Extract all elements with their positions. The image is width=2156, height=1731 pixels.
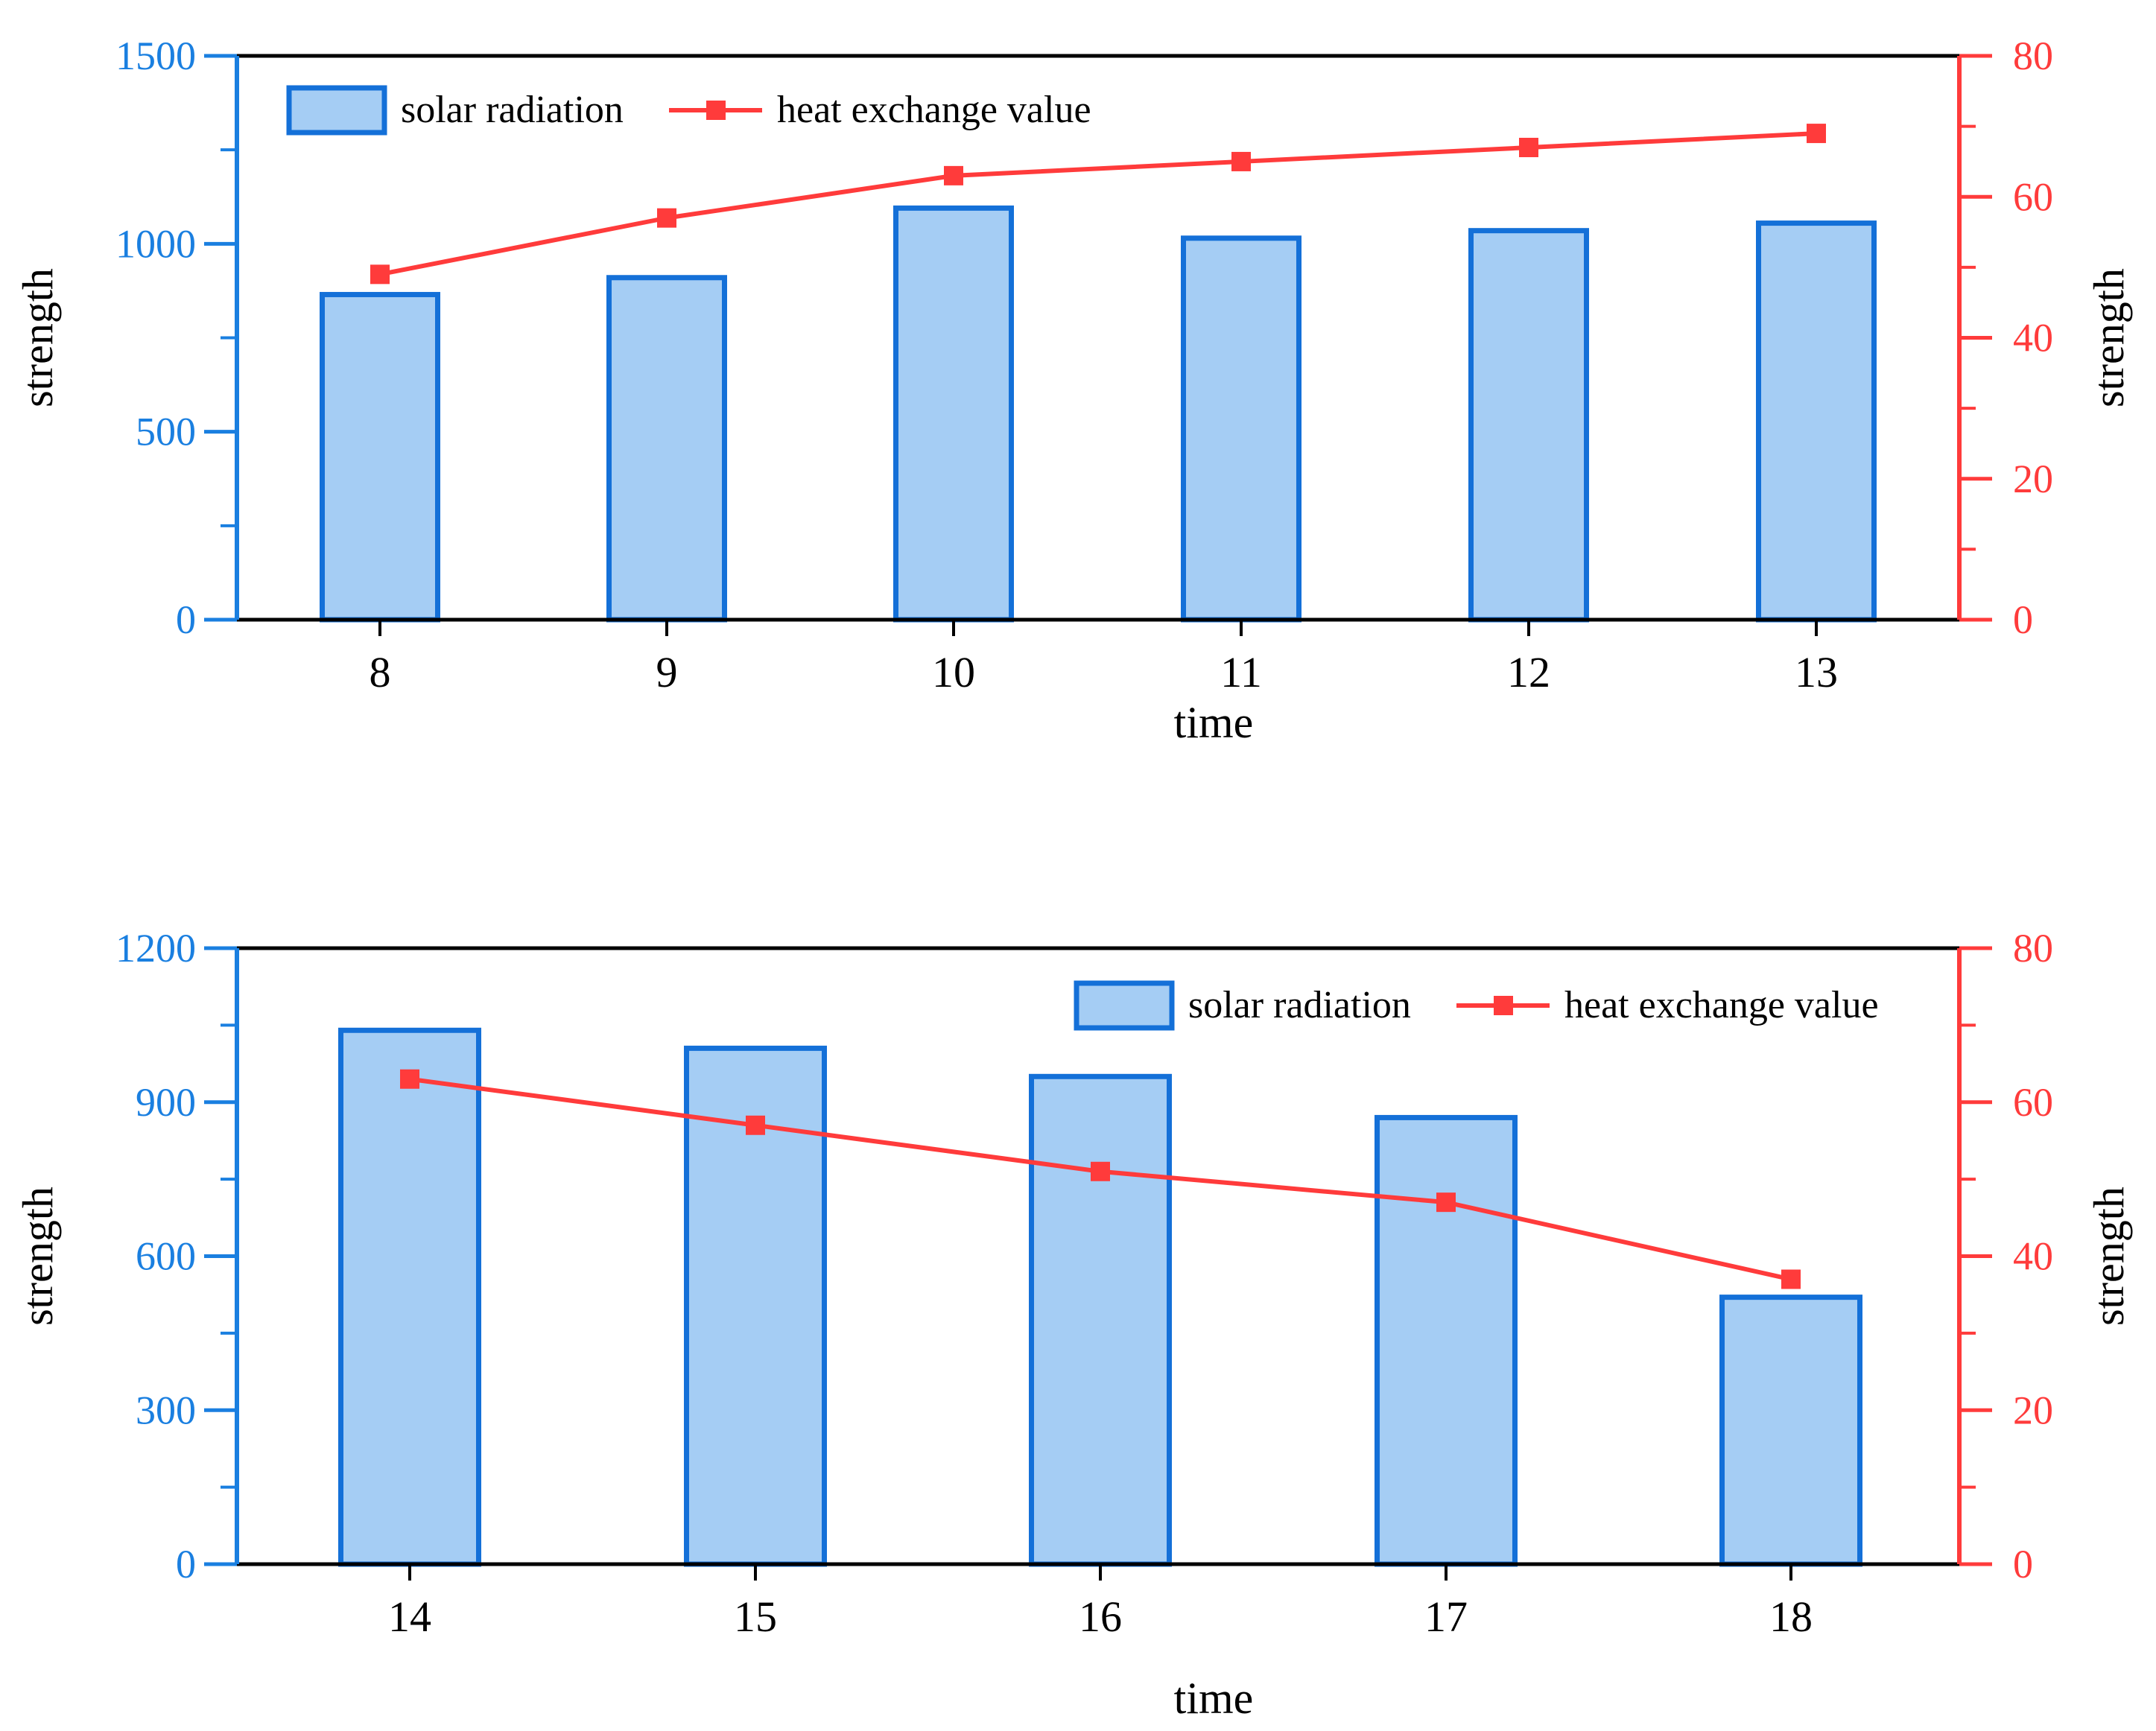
- line-marker-11: [1231, 151, 1251, 171]
- right-tick-label: 20: [2013, 457, 2053, 501]
- x-tick-label: 9: [656, 648, 678, 696]
- x-axis-label: time: [1174, 1674, 1254, 1723]
- line-marker-10: [944, 165, 963, 185]
- legend-label-heat-exchange: heat exchange value: [777, 89, 1091, 131]
- left-axis-label: strength: [13, 268, 62, 407]
- left-tick-label: 600: [136, 1234, 196, 1279]
- legend-label-solar-radiation: solar radiation: [401, 89, 624, 131]
- line-marker-13: [1807, 124, 1826, 144]
- right-tick-label: 60: [2013, 174, 2053, 219]
- legend-swatch-solar-radiation: [1074, 980, 1175, 1031]
- left-tick-label: 300: [136, 1388, 196, 1432]
- legend-marker-heat-exchange: [706, 101, 726, 120]
- legend-marker-heat-exchange: [1494, 996, 1513, 1015]
- x-tick-label: 13: [1795, 648, 1838, 696]
- right-tick-label: 0: [2013, 1542, 2033, 1587]
- line-marker-8: [370, 264, 390, 285]
- left-tick-label: 500: [136, 410, 196, 454]
- right-tick-label: 80: [2013, 34, 2053, 78]
- x-axis-label: time: [1174, 698, 1254, 747]
- left-axis-label: strength: [13, 1187, 62, 1326]
- x-tick-label: 11: [1220, 648, 1262, 696]
- chart-panel-1: 0 500 1000 1500 0 20 40 60 80 8 9 10 11 12 13 time stren…: [13, 34, 2133, 747]
- right-tick-label: 0: [2013, 597, 2033, 642]
- right-axis-label: strength: [2084, 1187, 2133, 1326]
- left-tick-label: 1000: [115, 221, 196, 266]
- x-tick-label: 17: [1424, 1592, 1468, 1641]
- bar-17: [1375, 1114, 1518, 1567]
- line-marker-17: [1436, 1192, 1456, 1213]
- line-marker-9: [657, 208, 676, 228]
- left-tick-label: 900: [136, 1080, 196, 1125]
- bar-8: [320, 291, 440, 623]
- bar-16: [1029, 1073, 1172, 1567]
- left-tick-label: 1200: [115, 926, 196, 971]
- legend-label-heat-exchange: heat exchange value: [1564, 984, 1879, 1026]
- bar-12: [1468, 228, 1589, 623]
- right-tick-label: 20: [2013, 1388, 2053, 1432]
- bar-13: [1756, 220, 1877, 623]
- bar-14: [338, 1027, 481, 1567]
- x-tick-label: 10: [932, 648, 975, 696]
- bar-10: [893, 205, 1014, 623]
- legend-swatch-solar-radiation: [286, 85, 387, 136]
- right-tick-label: 40: [2013, 1234, 2053, 1279]
- right-tick-label: 40: [2013, 316, 2053, 361]
- left-tick-label: 0: [176, 1542, 196, 1587]
- right-tick-label: 80: [2013, 926, 2053, 971]
- x-tick-label: 14: [388, 1592, 431, 1641]
- legend: solar radiation heat exchange value: [1074, 980, 1879, 1031]
- x-tick-label: 8: [370, 648, 391, 696]
- bar-18: [1719, 1295, 1862, 1567]
- x-tick-label: 12: [1507, 648, 1550, 696]
- legend: solar radiation heat exchange value: [286, 85, 1091, 136]
- bar-11: [1181, 235, 1301, 623]
- chart-panel-2: 0 300 600 900 1200 0 20 40 60 80 14 15 16 17 18 time str…: [13, 926, 2133, 1723]
- line-marker-15: [746, 1115, 765, 1135]
- bar-9: [606, 275, 727, 623]
- right-tick-label: 60: [2013, 1080, 2053, 1125]
- x-tick-label: 16: [1079, 1592, 1122, 1641]
- left-tick-label: 1500: [115, 34, 196, 78]
- right-axis-label: strength: [2084, 268, 2133, 407]
- left-tick-label: 0: [176, 597, 196, 642]
- line-marker-16: [1091, 1161, 1110, 1181]
- line-marker-18: [1781, 1269, 1801, 1289]
- legend-label-solar-radiation: solar radiation: [1188, 984, 1411, 1026]
- x-tick-label: 18: [1769, 1592, 1813, 1641]
- line-heat-exchange: [379, 131, 1817, 277]
- x-tick-label: 15: [734, 1592, 777, 1641]
- line-marker-14: [400, 1069, 419, 1089]
- line-marker-12: [1519, 138, 1538, 158]
